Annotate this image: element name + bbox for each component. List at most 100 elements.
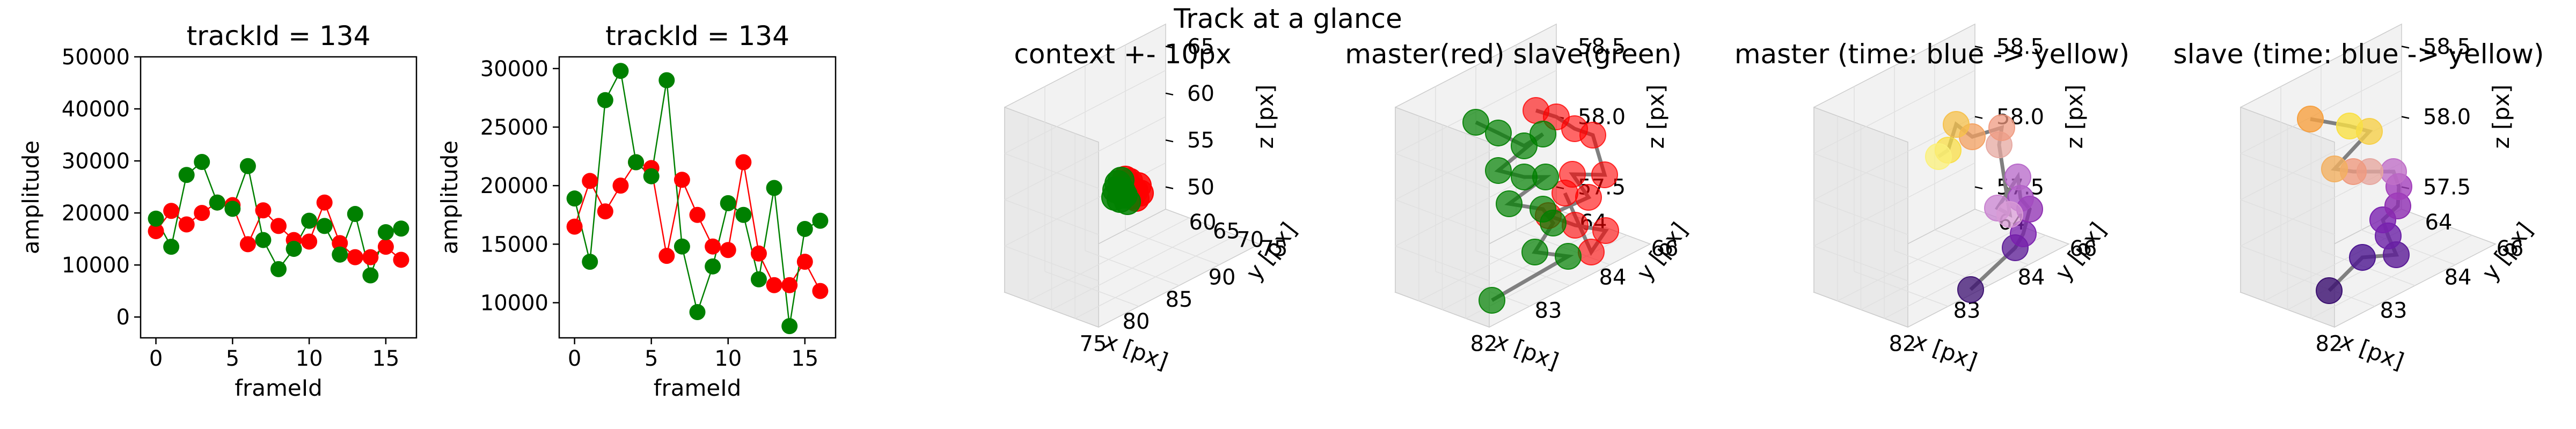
x-tick-label: 83 xyxy=(2380,299,2407,323)
x-tick-label: 83 xyxy=(1953,299,1981,323)
y-tick-label: 70 xyxy=(1236,228,1264,253)
data-point xyxy=(1578,239,1605,265)
grid-line xyxy=(1395,153,1490,189)
grid-line xyxy=(1004,153,1099,189)
data-point xyxy=(1485,157,1512,184)
data-point xyxy=(270,218,287,234)
data-point xyxy=(163,239,180,255)
plot-frame xyxy=(558,56,837,339)
data-point xyxy=(658,248,675,264)
y-tick-label: 75 xyxy=(1261,236,1288,261)
z-tick-label: 58.0 xyxy=(2423,105,2471,130)
z-tick-label: 50 xyxy=(1187,175,1214,200)
data-point xyxy=(316,218,333,234)
y-tick-label: 66 xyxy=(2070,236,2097,261)
x-axis-label: frameId xyxy=(654,375,742,401)
data-point xyxy=(2297,106,2324,132)
data-point xyxy=(286,241,302,257)
data-point xyxy=(720,242,736,258)
data-point xyxy=(781,277,798,293)
z-tick-label: 60 xyxy=(1187,82,1214,106)
x-axis-label: x [px] xyxy=(2337,328,2407,375)
data-point xyxy=(301,233,318,250)
data-point xyxy=(1532,164,1559,190)
data-point xyxy=(224,201,241,217)
data-point xyxy=(1943,111,1970,138)
x-tick-label: 90 xyxy=(1209,265,1236,290)
grid-line xyxy=(1074,235,1236,319)
y-tick-label: 60 xyxy=(1189,210,1217,235)
x-tick-label: 80 xyxy=(1123,309,1150,334)
z-tick-label: 58.5 xyxy=(2423,34,2471,59)
data-point xyxy=(1988,114,2015,141)
data-point xyxy=(332,246,348,263)
chart-panel-0: trackId = 134 0 5 10 15 0 10000 20000 30000 40000… xyxy=(18,20,418,401)
data-point xyxy=(1462,109,1489,136)
z-axis-label: z [px] xyxy=(1643,85,1669,149)
data-point xyxy=(674,238,690,255)
y-tick-label: 20000 xyxy=(480,174,548,198)
z-tick-label: 58.5 xyxy=(1996,34,2044,59)
data-point xyxy=(1575,184,1602,211)
chart-title: trackId = 134 xyxy=(187,20,371,51)
data-point xyxy=(2004,164,2031,190)
data-point xyxy=(796,254,813,270)
chart-title: context +- 10px xyxy=(1014,39,1231,70)
data-point xyxy=(209,194,225,211)
data-point xyxy=(362,267,379,284)
data-point xyxy=(1957,276,1984,303)
y-tick-label: 40000 xyxy=(62,97,130,122)
data-point xyxy=(148,223,164,240)
chart-panel-1: trackId = 134 0 5 10 15 10000 15000 20000 25000 3… xyxy=(436,20,837,401)
y-tick-label: 20000 xyxy=(62,201,130,226)
x-tick-label: 82 xyxy=(2316,332,2343,357)
x-tick-label: 83 xyxy=(1535,299,1562,323)
chart-title: trackId = 134 xyxy=(605,20,789,51)
grid-line xyxy=(1004,70,1166,154)
grid-line xyxy=(1395,116,1557,201)
data-point xyxy=(332,235,348,252)
data-point xyxy=(796,220,813,237)
data-point xyxy=(2349,244,2376,271)
data-point xyxy=(1925,143,1952,170)
grid-line xyxy=(1442,226,1604,310)
data-point xyxy=(2010,220,2037,247)
data-point xyxy=(750,245,767,262)
z-tick xyxy=(2401,46,2410,49)
chart-panel-5: slave (time: blue -> yellow) 82 83 84 x [px]… xyxy=(2174,23,2544,375)
y-tick-label: 30000 xyxy=(62,149,130,174)
grid-line xyxy=(1004,116,1166,201)
data-point xyxy=(750,271,767,287)
data-point xyxy=(178,167,195,183)
data-point xyxy=(597,92,613,108)
x-tick-label: 15 xyxy=(791,346,818,371)
data-point xyxy=(1540,210,1567,236)
plot-frame xyxy=(140,56,418,339)
y-tick-label: 10000 xyxy=(480,291,548,316)
x-axis-label: x [px] xyxy=(1101,328,1172,375)
data-point xyxy=(1579,122,1606,149)
data-point xyxy=(301,212,318,229)
x-axis-label: x [px] xyxy=(1491,328,1562,375)
y-tick-label: 25000 xyxy=(480,115,548,140)
data-point xyxy=(628,154,645,171)
data-point xyxy=(255,232,272,248)
x-tick-label: 84 xyxy=(1599,265,1627,290)
grid-line xyxy=(1051,226,1213,310)
y-axis-label: y [px] xyxy=(1631,217,1693,285)
grid-line xyxy=(2240,199,2335,235)
data-point xyxy=(643,168,660,184)
x-tick-label: 5 xyxy=(645,346,658,371)
y-axis-label: amplitude xyxy=(436,140,463,254)
data-point xyxy=(1591,161,1618,188)
data-point xyxy=(362,249,379,265)
grid-line xyxy=(1813,153,1908,189)
y-tick-label: 64 xyxy=(2425,210,2453,235)
z-tick xyxy=(1165,186,1174,189)
z-tick xyxy=(1974,186,1983,189)
data-point xyxy=(1521,239,1548,265)
data-point xyxy=(1555,243,1582,270)
